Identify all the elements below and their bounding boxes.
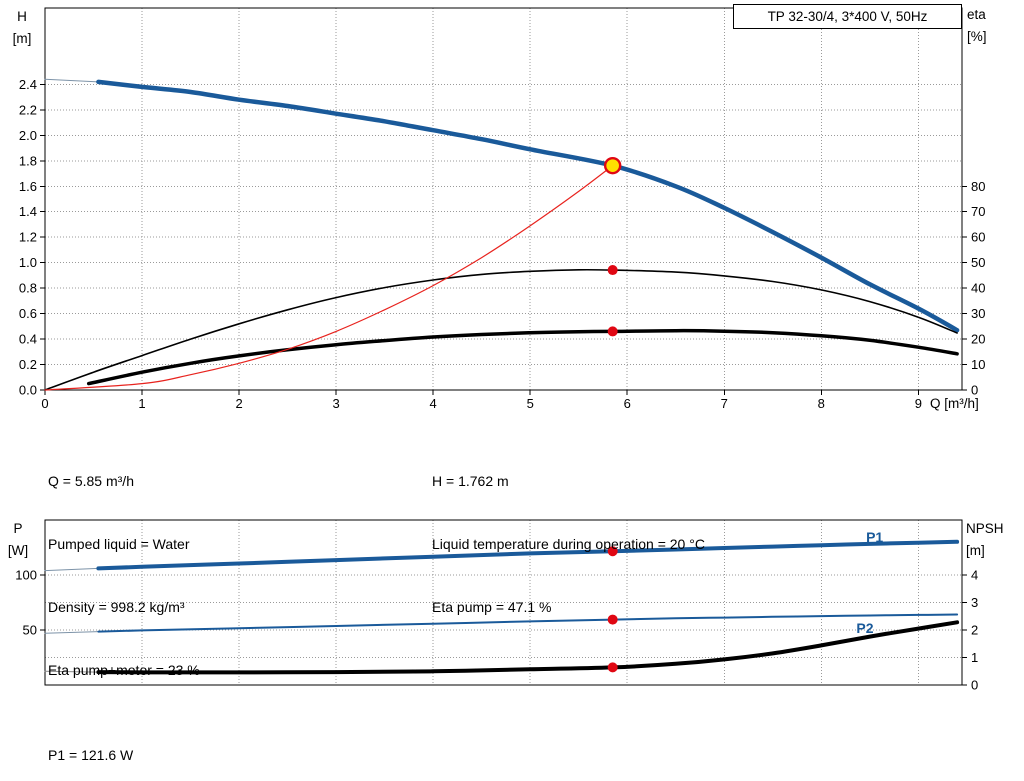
right-axis-tick-label: 30 <box>971 306 985 321</box>
p1-point <box>607 546 618 557</box>
left-axis-tick-label: 0.4 <box>19 332 37 347</box>
p1-curve-leader <box>44 567 99 572</box>
p2-label: P2 <box>856 620 873 636</box>
operating-data-left: Q = 5.85 m³/h Pumped liquid = Water Dens… <box>48 429 200 723</box>
right-axis-header: [%] <box>967 29 987 44</box>
right-axis-tick-label: 60 <box>971 230 985 245</box>
left-axis-tick-label: 0.0 <box>19 383 37 398</box>
right-axis-tick-label: 1 <box>971 650 978 665</box>
x-axis-tick-label: 1 <box>138 396 145 411</box>
right-axis-tick-label: 0 <box>971 383 978 398</box>
x-axis-tick-label: 2 <box>235 396 242 411</box>
left-axis-tick-label: 50 <box>23 623 37 638</box>
eta-pump-curve <box>44 268 958 391</box>
power-npsh-curve: 50 100 0 1 2 3 4 P [W] NPSH [m] P1 P2 <box>8 519 1004 693</box>
pump-title-box: TP 32-30/4, 3*400 V, 50Hz <box>733 4 962 29</box>
right-axis-tick-label: 70 <box>971 204 985 219</box>
x-axis-tick-label: 5 <box>527 396 534 411</box>
info-eta-pump: Eta pump = 47.1 % <box>432 599 552 615</box>
eta-pump-motor-curve <box>86 328 959 386</box>
left-axis-tick-label: 2.0 <box>19 128 37 143</box>
left-axis-tick-label: 1.0 <box>19 255 37 270</box>
left-axis-header: [m] <box>13 31 32 46</box>
performance-curve: 0.0 0.2 0.4 0.6 0.8 1.0 1.2 1.4 1.6 1.8 2.0 2.2 2.4 0… <box>13 7 987 411</box>
left-axis-header: H <box>17 9 27 24</box>
info-liquid-temperature: Liquid temperature during operation = 20… <box>432 536 705 552</box>
p2-point <box>607 614 618 625</box>
right-axis-tick-label: 10 <box>971 357 985 372</box>
left-axis-tick-label: 2.2 <box>19 102 37 117</box>
x-axis-tick-label: 7 <box>721 396 728 411</box>
npsh-point <box>607 662 618 673</box>
info-h: H = 1.762 m <box>432 473 509 489</box>
x-axis-tick-label: 4 <box>430 396 437 411</box>
operating-data-right: H = 1.762 m Liquid temperature during op… <box>432 429 705 660</box>
right-axis-header: NPSH <box>966 521 1004 536</box>
info-q: Q = 5.85 m³/h <box>48 473 134 489</box>
right-axis-tick-label: 4 <box>971 568 978 583</box>
left-axis-tick-label: 2.4 <box>19 77 37 92</box>
power-data: P1 = 121.6 W P2 = 59.48 W NPSH = 0.64 m <box>48 703 146 781</box>
left-axis-header: [W] <box>8 543 28 558</box>
left-axis-tick-label: 0.6 <box>19 306 37 321</box>
x-axis-tick-label: 8 <box>818 396 825 411</box>
right-axis-tick-label: 3 <box>971 595 978 610</box>
info-pumped-liquid: Pumped liquid = Water <box>48 536 190 552</box>
h-curve-leader <box>44 78 99 83</box>
x-axis-tick-label: 3 <box>332 396 339 411</box>
x-axis-tick-label: 6 <box>624 396 631 411</box>
eta-pump-point <box>607 265 618 276</box>
left-axis-tick-label: 100 <box>15 568 37 583</box>
info-density: Density = 998.2 kg/m³ <box>48 599 185 615</box>
h-curve <box>96 79 960 333</box>
duty-point <box>603 156 622 175</box>
p1-label: P1 <box>866 529 883 545</box>
right-axis-tick-label: 0 <box>971 678 978 693</box>
right-axis-header: [m] <box>966 543 985 558</box>
right-axis-tick-label: 80 <box>971 179 985 194</box>
right-axis-tick-label: 40 <box>971 281 985 296</box>
left-axis-header: P <box>13 521 22 536</box>
x-axis-tick-label: 0 <box>41 396 48 411</box>
p2-curve-leader <box>44 631 99 634</box>
left-axis-tick-label: 1.8 <box>19 153 37 168</box>
left-axis-tick-label: 1.6 <box>19 179 37 194</box>
right-axis-tick-label: 20 <box>971 332 985 347</box>
x-axis-label: Q [m³/h] <box>930 396 979 411</box>
info-eta-pump-motor: Eta pump+motor = 23 % <box>48 662 200 678</box>
npsh-curve-leader <box>44 670 99 673</box>
eta-pump-motor-point <box>607 326 618 337</box>
info-p1: P1 = 121.6 W <box>48 747 134 763</box>
left-axis-tick-label: 1.4 <box>19 204 37 219</box>
left-axis-tick-label: 0.8 <box>19 281 37 296</box>
system-curve <box>44 165 614 391</box>
plot-frame <box>44 7 963 391</box>
left-axis-tick-label: 0.2 <box>19 357 37 372</box>
right-axis-header: eta <box>967 7 986 22</box>
right-axis-tick-label: 50 <box>971 255 985 270</box>
right-axis-tick-label: 2 <box>971 623 978 638</box>
x-axis-tick-label: 9 <box>915 396 922 411</box>
left-axis-tick-label: 1.2 <box>19 230 37 245</box>
